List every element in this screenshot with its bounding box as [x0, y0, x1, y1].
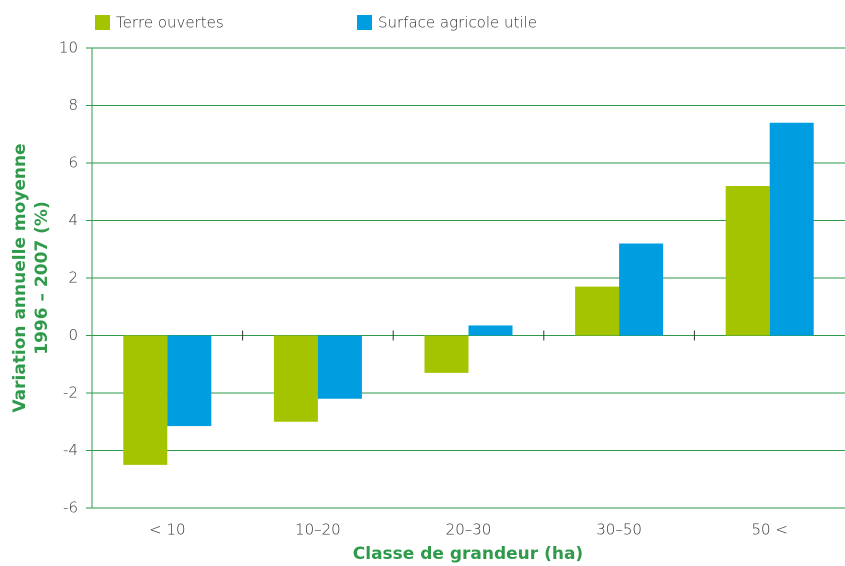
y-tick-label: -2 — [63, 384, 78, 402]
y-axis-title: Variation annuelle moyenne — [10, 143, 30, 412]
legend-label: Surface agricole utile — [378, 14, 537, 32]
legend-swatch — [357, 15, 372, 30]
bar — [317, 335, 362, 399]
y-tick-label: -6 — [63, 499, 78, 517]
bar — [424, 335, 469, 373]
legend-swatch — [95, 15, 110, 30]
legend-label: Terre ouvertes — [116, 14, 224, 32]
x-tick-label: 30–50 — [596, 521, 642, 539]
y-tick-label: 0 — [68, 326, 78, 344]
bar — [769, 122, 814, 336]
bar — [725, 186, 770, 336]
bar — [123, 335, 168, 465]
x-tick-label: < 10 — [149, 521, 185, 539]
bar — [273, 335, 318, 422]
y-tick-label: 8 — [68, 96, 78, 114]
y-tick-label: -4 — [63, 441, 78, 459]
bar — [468, 325, 513, 336]
y-tick-label: 6 — [68, 154, 78, 172]
x-axis-title: Classe de grandeur (ha) — [353, 544, 583, 564]
y-tick-label: 2 — [68, 269, 78, 287]
bar — [167, 335, 212, 427]
x-tick-label: 10–20 — [295, 521, 341, 539]
y-tick-label: 4 — [68, 211, 78, 229]
x-tick-label: 20–30 — [446, 521, 492, 539]
x-tick-label: 50 < — [751, 521, 787, 539]
y-axis-title: 1996 – 2007 (%) — [32, 201, 52, 354]
bar — [619, 243, 664, 336]
bar — [575, 286, 620, 336]
y-tick-label: 10 — [59, 39, 78, 57]
